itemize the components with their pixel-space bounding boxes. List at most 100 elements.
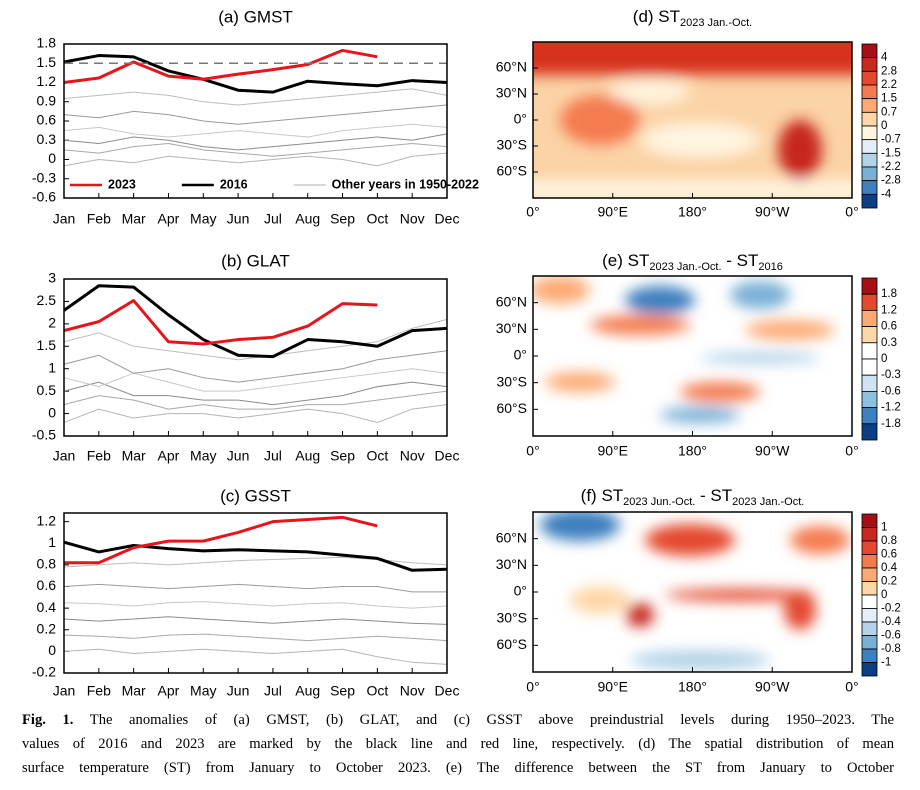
colorbar-box	[861, 374, 878, 392]
x-tick-label: 0°	[526, 443, 539, 459]
x-tick-label: 90°W	[755, 679, 790, 695]
y-tick-label: 30°N	[496, 320, 527, 336]
x-tick-label: 180°	[678, 679, 707, 695]
colorbar-label: 1.2	[881, 304, 897, 316]
colorbar-box	[861, 193, 878, 209]
colorbar-label: 0.4	[881, 562, 898, 574]
colorbar-box	[861, 166, 878, 182]
x-tick-label: Nov	[400, 448, 425, 464]
y-tick-label: 0°	[514, 347, 527, 363]
colorbar-box	[861, 527, 878, 542]
x-tick-label: Apr	[158, 211, 180, 227]
plot-frame	[63, 43, 448, 199]
y-tick-label: 30°S	[496, 137, 527, 153]
legend-label: 2023	[108, 177, 136, 191]
x-tick-label: 0°	[526, 679, 539, 695]
map-frame	[532, 41, 853, 199]
y-tick-label: 0.4	[37, 599, 57, 615]
colorbar-box	[861, 57, 878, 72]
chart-title: (c) GSST	[220, 486, 291, 505]
colorbar-label: 1.5	[881, 93, 897, 105]
colorbar-label: 0.7	[881, 106, 897, 118]
colorbar-label: -0.3	[881, 369, 901, 381]
colorbar-box	[861, 635, 878, 650]
colorbar-label: -0.4	[881, 616, 901, 628]
title-subscript: 2023 Jun.-Oct.	[623, 496, 695, 508]
colorbar-box	[861, 293, 878, 311]
map-frame	[532, 511, 853, 673]
colorbar-label: -2.2	[881, 161, 901, 173]
y-tick-label: 3	[48, 270, 56, 286]
chart-title: (b) GLAT	[221, 251, 290, 270]
colorbar-label: -0.6	[881, 385, 901, 397]
colorbar-box	[861, 390, 878, 408]
colorbar-label: 2.2	[881, 79, 897, 91]
x-tick-label: Dec	[435, 211, 460, 227]
map-frame	[532, 275, 853, 437]
colorbar-box	[861, 152, 878, 168]
x-tick-label: 0°	[845, 204, 858, 220]
colorbar-label: -0.2	[881, 603, 901, 615]
y-tick-label: 0.6	[37, 577, 57, 593]
x-tick-label: Jun	[227, 211, 250, 227]
series-line	[64, 515, 378, 565]
y-tick-label: 30°N	[496, 556, 527, 572]
title-text: - ST	[695, 486, 732, 505]
series-line	[63, 88, 448, 106]
y-tick-label: 1	[48, 359, 56, 375]
colorbar-box	[861, 554, 878, 569]
colorbar-box	[861, 407, 878, 425]
y-tick-label: 2	[48, 315, 56, 331]
colorbar-box	[861, 277, 878, 295]
colorbar-label: 0	[881, 589, 887, 601]
y-tick-label: 0	[48, 642, 56, 658]
colorbar-label: -0.6	[881, 630, 901, 642]
series-line	[63, 104, 448, 125]
caption-line: surface temperature (ST) from January to…	[22, 760, 894, 776]
plot-frame	[63, 512, 448, 674]
colorbar-label: 0	[881, 353, 887, 365]
y-tick-label: 0.8	[37, 556, 57, 572]
x-tick-label: Aug	[295, 211, 320, 227]
caption-line: Fig. 1. The anomalies of (a) GMST, (b) G…	[22, 708, 894, 732]
series-line	[63, 404, 448, 424]
x-tick-label: 90°E	[597, 204, 628, 220]
series-line	[63, 368, 448, 392]
y-tick-label: 60°N	[496, 529, 527, 545]
colorbar-label: -0.7	[881, 134, 901, 146]
x-tick-label: May	[190, 211, 216, 227]
x-tick-label: 90°W	[755, 443, 790, 459]
colorbar-box	[861, 567, 878, 582]
colorbar-box	[861, 513, 878, 528]
colorbar-label: -1.5	[881, 147, 901, 159]
colorbar-box	[861, 540, 878, 555]
y-tick-label: 0.6	[37, 112, 57, 128]
series-line	[63, 381, 448, 406]
colorbar-box	[861, 326, 878, 344]
y-tick-label: 30°S	[496, 373, 527, 389]
colorbar-label: -1.8	[881, 418, 901, 430]
y-tick-label: 0°	[514, 583, 527, 599]
colorbar-label: 0.6	[881, 321, 897, 333]
x-tick-label: Apr	[158, 448, 180, 464]
colorbar-label: -2.8	[881, 175, 901, 187]
series-line	[63, 152, 448, 167]
series-line	[63, 142, 448, 157]
x-tick-label: 90°W	[755, 204, 790, 220]
y-tick-label: 0.3	[37, 131, 57, 147]
chart-title: (d) ST2023 Jan.-Oct.	[633, 7, 752, 28]
chart-title: (a) GMST	[218, 7, 293, 26]
plot-frame	[63, 278, 448, 437]
y-tick-label: 60°S	[496, 163, 527, 179]
title-subscript: 2016	[758, 261, 782, 273]
y-tick-label: 0°	[514, 111, 527, 127]
y-tick-label: 60°N	[496, 59, 527, 75]
x-tick-label: Nov	[400, 683, 425, 699]
caption-text: The anomalies of (a) GMST, (b) GLAT, and…	[89, 712, 894, 728]
y-tick-label: 1.2	[37, 512, 57, 528]
x-tick-label: May	[190, 448, 216, 464]
series-line	[63, 318, 448, 361]
x-tick-label: Dec	[435, 683, 460, 699]
x-tick-label: Nov	[400, 211, 425, 227]
title-subscript: 2023 Jan.-Oct.	[732, 496, 804, 508]
